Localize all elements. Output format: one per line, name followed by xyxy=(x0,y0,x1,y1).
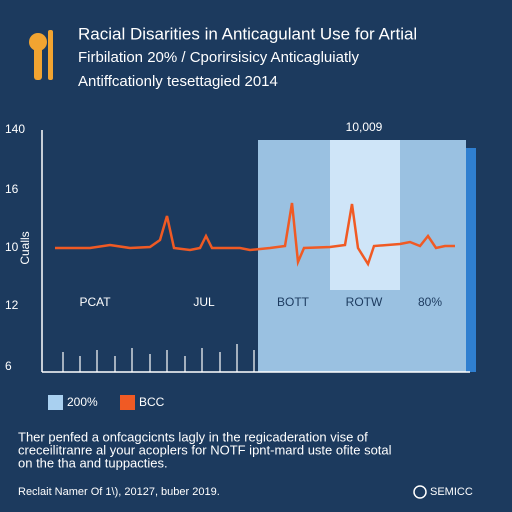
x-label: BOTT xyxy=(277,295,310,309)
icon xyxy=(29,30,53,80)
y-label: 10 xyxy=(5,240,19,254)
paragraph: Ther penfed a onfcagcicnts lagly in the … xyxy=(18,429,368,444)
y-label: 6 xyxy=(5,359,12,373)
legend-swatch xyxy=(120,395,135,410)
x-label: 80% xyxy=(418,295,442,309)
subtitle: Antiffcationly tesettagied 2014 xyxy=(78,73,278,90)
brand-icon xyxy=(413,485,427,499)
x-label: JUL xyxy=(193,295,215,309)
source: Reclait Namer Of 1\), 20127, buber 2019. xyxy=(18,486,220,498)
title: Firbilation 20% / Cporirsisicy Anticaglu… xyxy=(78,49,359,66)
paragraph: creceilitranre al your acoplers for NOTF… xyxy=(18,442,392,457)
panel-label: 10,009 xyxy=(346,120,383,134)
y-label: 12 xyxy=(5,298,19,312)
x-label: PCAT xyxy=(79,295,111,309)
legend-label: BCC xyxy=(139,395,165,409)
title: Racial Disarities in Anticagulant Use fo… xyxy=(78,24,417,43)
panel-edge xyxy=(466,148,476,372)
y-label: 16 xyxy=(5,182,19,196)
trend-line xyxy=(55,202,455,267)
legend-swatch xyxy=(48,395,63,410)
x-label: ROTW xyxy=(346,295,383,309)
legend-label: 200% xyxy=(67,395,98,409)
brand: SEMICC xyxy=(430,486,473,498)
tick-bars xyxy=(62,344,255,372)
highlight-inner xyxy=(330,140,400,290)
y-axis-label: Cualls xyxy=(18,231,32,264)
paragraph: on the tha and tuppacties. xyxy=(18,455,168,470)
y-label: 140 xyxy=(5,122,25,136)
